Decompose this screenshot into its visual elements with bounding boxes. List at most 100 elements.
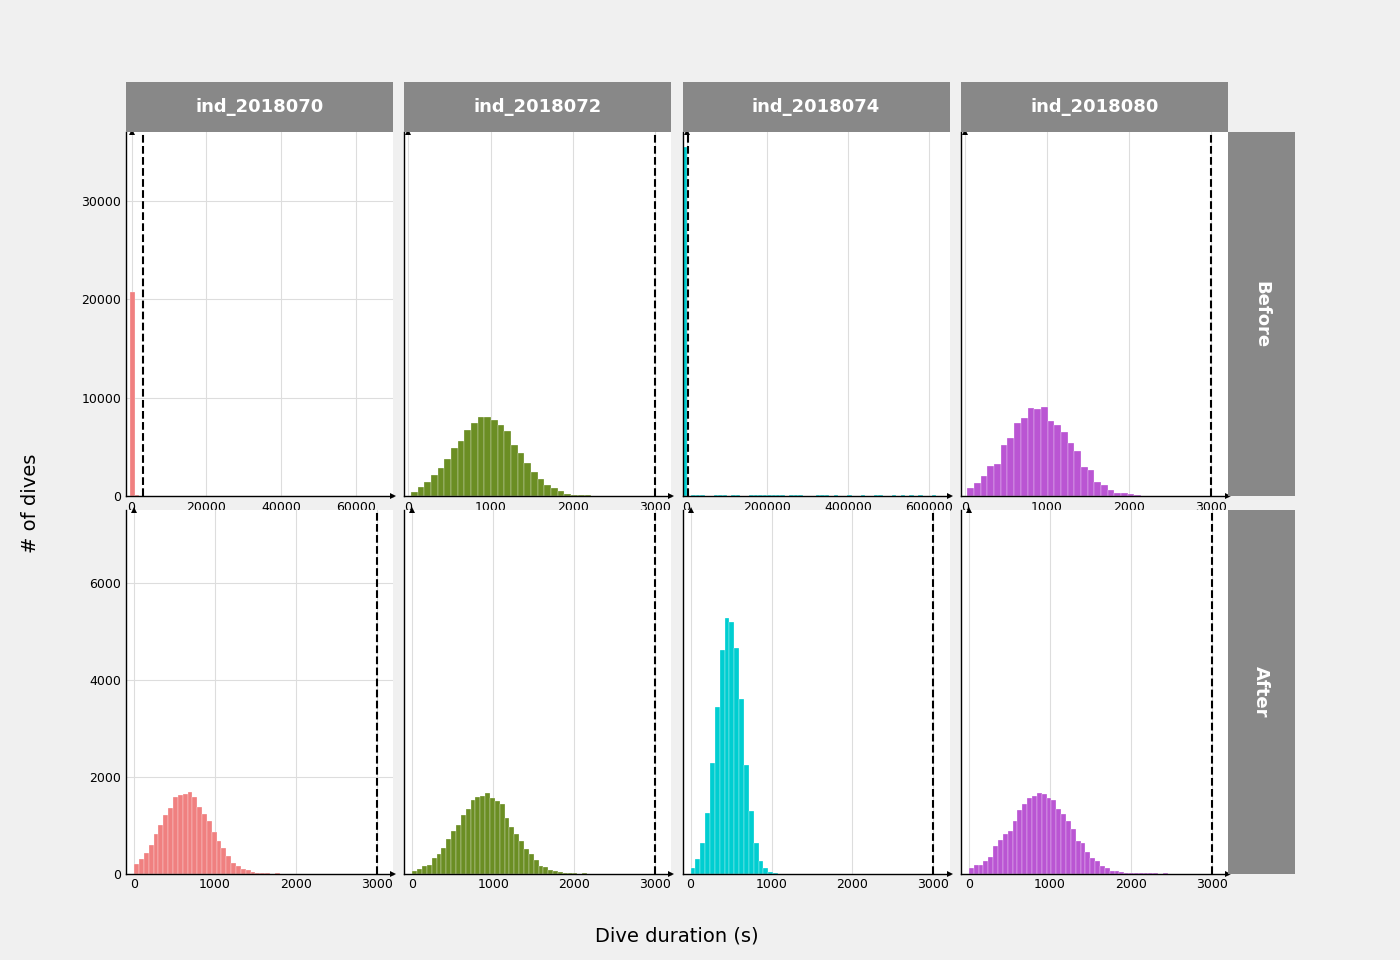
Bar (700, 843, 706, 874)
Bar (696, 859, 700, 874)
Bar (476, 797, 480, 874)
Bar (539, 866, 543, 874)
Bar (470, 422, 477, 495)
Bar (1014, 422, 1021, 495)
Bar (519, 841, 524, 874)
Bar (1100, 485, 1107, 495)
Bar (154, 834, 158, 874)
Bar (987, 466, 994, 495)
Bar (456, 826, 461, 874)
Bar (164, 815, 168, 874)
Bar (1008, 830, 1012, 874)
Bar (1054, 425, 1061, 495)
Bar (491, 420, 498, 495)
Bar (1085, 852, 1091, 874)
Bar (518, 453, 525, 495)
Bar (690, 868, 696, 874)
Bar (437, 854, 441, 874)
Bar (1107, 490, 1114, 495)
Bar (1110, 871, 1114, 874)
Bar (545, 485, 552, 495)
Bar (504, 431, 511, 495)
Bar (207, 821, 211, 874)
Bar (1120, 873, 1124, 874)
Bar (424, 482, 431, 495)
Bar (178, 795, 182, 874)
Bar (543, 867, 549, 874)
Bar (465, 430, 470, 495)
Bar (529, 853, 533, 874)
Bar (1068, 443, 1074, 495)
Bar (524, 849, 529, 874)
Bar (967, 488, 974, 495)
Bar (461, 815, 466, 874)
Bar (753, 843, 759, 874)
Bar (564, 493, 571, 495)
Bar (1114, 492, 1121, 495)
Bar (729, 622, 734, 874)
Bar (1081, 843, 1085, 874)
Bar (458, 442, 465, 495)
Bar (1071, 828, 1075, 874)
Bar (1095, 482, 1100, 495)
Bar (983, 861, 988, 874)
Text: Before: Before (1253, 280, 1270, 348)
Bar (431, 858, 437, 874)
Bar (1008, 438, 1014, 495)
Bar (412, 492, 417, 495)
Bar (1075, 841, 1081, 874)
Bar (1100, 866, 1105, 874)
Bar (1081, 467, 1088, 495)
Bar (510, 827, 514, 874)
Bar (553, 871, 559, 874)
Bar (725, 618, 729, 874)
Bar (974, 483, 981, 495)
Bar (1035, 410, 1040, 495)
Bar (734, 648, 739, 874)
Bar (533, 860, 539, 874)
Text: After: After (1253, 666, 1270, 718)
Bar (444, 459, 451, 495)
Bar (231, 863, 237, 874)
Bar (973, 865, 979, 874)
Text: ind_2018074: ind_2018074 (752, 99, 881, 116)
Bar (559, 873, 563, 874)
Bar (969, 868, 973, 874)
Bar (192, 798, 197, 874)
Bar (227, 856, 231, 874)
Bar (490, 798, 494, 874)
Bar (988, 857, 993, 874)
Bar (1028, 408, 1035, 495)
Bar (466, 809, 470, 874)
Bar (1114, 871, 1120, 874)
Bar (1061, 432, 1068, 495)
Bar (1012, 821, 1018, 874)
Bar (1105, 868, 1110, 874)
Bar (763, 868, 769, 874)
Bar (710, 763, 715, 874)
Bar (484, 417, 491, 495)
Bar (1040, 406, 1047, 495)
Bar (480, 796, 486, 874)
Bar (1051, 800, 1056, 874)
Bar (202, 814, 207, 874)
Bar (500, 804, 504, 874)
Bar (743, 765, 749, 874)
Bar (552, 488, 557, 495)
Bar (525, 464, 531, 495)
Bar (538, 479, 545, 495)
Bar (451, 448, 458, 495)
Bar (1037, 793, 1042, 874)
Bar (1021, 419, 1028, 495)
Text: Dive duration (s): Dive duration (s) (595, 926, 759, 946)
Bar (1002, 833, 1008, 874)
Bar (197, 806, 202, 874)
Bar (706, 812, 710, 874)
Bar (1032, 796, 1037, 874)
Bar (431, 475, 438, 495)
Bar (158, 825, 164, 874)
Bar (514, 833, 519, 874)
Bar (715, 707, 720, 874)
Text: ind_2018080: ind_2018080 (1030, 99, 1158, 116)
Bar (486, 793, 490, 874)
